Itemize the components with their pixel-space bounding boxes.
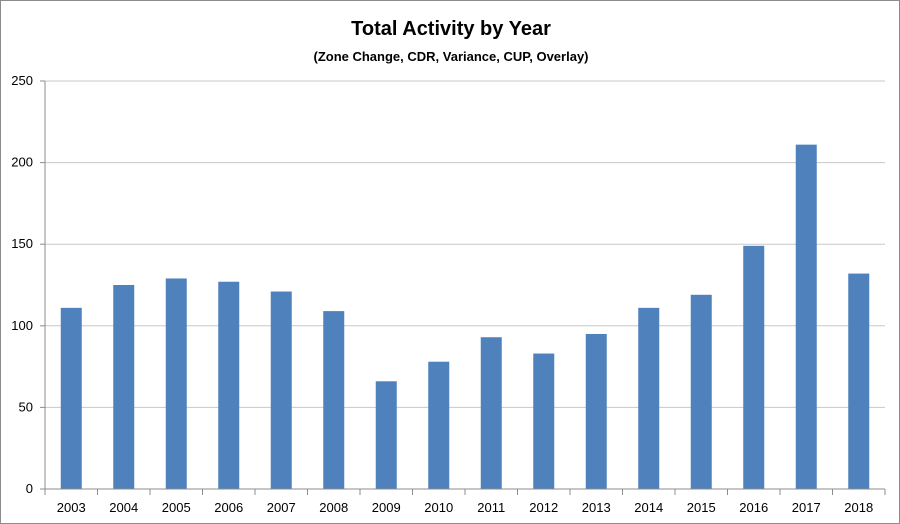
bar-2004 bbox=[113, 285, 135, 489]
y-tick-label: 250 bbox=[11, 73, 33, 88]
bar-2006 bbox=[218, 281, 240, 489]
x-tick-label: 2013 bbox=[582, 500, 611, 515]
bar-2015 bbox=[690, 294, 712, 489]
x-tick-label: 2011 bbox=[477, 500, 505, 515]
bar-2005 bbox=[165, 278, 187, 489]
chart-title: Total Activity by Year bbox=[351, 18, 551, 40]
x-tick-label: 2007 bbox=[267, 500, 296, 515]
bar-2011 bbox=[480, 337, 502, 489]
bar-2017 bbox=[795, 144, 817, 489]
x-tick-label: 2017 bbox=[792, 500, 821, 515]
x-tick-label: 2015 bbox=[687, 500, 716, 515]
x-tick-label: 2018 bbox=[844, 500, 873, 515]
bar-2010 bbox=[428, 361, 450, 489]
x-tick-label: 2003 bbox=[57, 500, 86, 515]
bar-2018 bbox=[848, 273, 870, 489]
y-tick-label: 150 bbox=[11, 236, 33, 251]
x-tick-label: 2008 bbox=[319, 500, 348, 515]
y-axis-ticks: 0 50 100 150 200 250 bbox=[11, 73, 45, 496]
y-tick-label: 50 bbox=[19, 399, 33, 414]
axes bbox=[44, 81, 885, 490]
x-tick-label: 2006 bbox=[214, 500, 243, 515]
x-tick-label: 2016 bbox=[739, 500, 768, 515]
x-axis-ticks: 2003 2004 2005 2006 2007 2008 2009 2010 2011 2012… bbox=[44, 489, 886, 515]
x-tick-label: 2010 bbox=[424, 500, 453, 515]
bar-2012 bbox=[533, 353, 555, 489]
bar-2008 bbox=[323, 311, 345, 489]
chart-subtitle: (Zone Change, CDR, Variance, CUP, Overla… bbox=[313, 49, 588, 64]
bars bbox=[60, 144, 870, 489]
bar-2014 bbox=[638, 307, 660, 489]
y-tick-label: 100 bbox=[11, 318, 33, 333]
bar-2007 bbox=[270, 291, 292, 489]
bar-2016 bbox=[743, 245, 765, 489]
bar-2009 bbox=[375, 381, 397, 489]
x-tick-label: 2012 bbox=[529, 500, 558, 515]
bar-2013 bbox=[585, 333, 607, 489]
x-tick-label: 2005 bbox=[162, 500, 191, 515]
y-tick-label: 200 bbox=[11, 155, 33, 170]
y-tick-label: 0 bbox=[26, 481, 33, 496]
bar-2003 bbox=[60, 307, 82, 489]
x-tick-label: 2009 bbox=[372, 500, 401, 515]
x-tick-label: 2014 bbox=[634, 500, 663, 515]
x-tick-label: 2004 bbox=[109, 500, 138, 515]
